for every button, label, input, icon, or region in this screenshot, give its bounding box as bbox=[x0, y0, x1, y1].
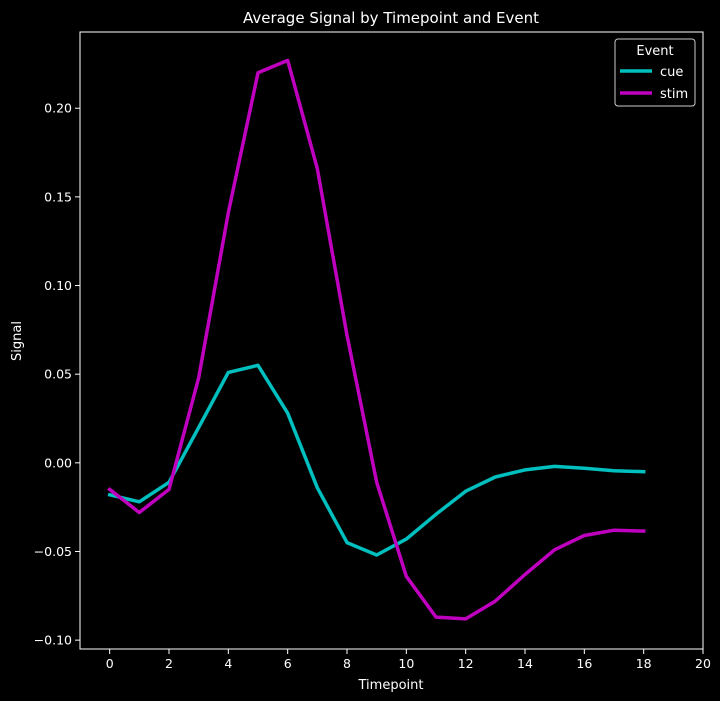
x-tick-label: 20 bbox=[695, 656, 711, 671]
legend-label-cue: cue bbox=[660, 65, 683, 80]
series-line-stim bbox=[107, 58, 646, 621]
x-tick-label: 14 bbox=[517, 656, 533, 671]
x-tick-label: 0 bbox=[106, 656, 114, 671]
chart-title: Average Signal by Timepoint and Event bbox=[243, 9, 539, 27]
y-tick-label: −0.05 bbox=[34, 544, 72, 559]
x-tick-label: 16 bbox=[576, 656, 592, 671]
y-tick-label: 0.20 bbox=[44, 101, 72, 116]
x-tick-label: 18 bbox=[636, 656, 652, 671]
y-tick-label: 0.00 bbox=[44, 455, 72, 470]
x-axis-ticks: 0 2 4 6 8 10 12 14 16 18 20 bbox=[106, 649, 711, 671]
series-lines bbox=[107, 58, 646, 621]
legend: Event cue stim bbox=[614, 38, 696, 107]
x-axis-label: Timepoint bbox=[358, 678, 424, 693]
x-tick-label: 2 bbox=[165, 656, 173, 671]
x-tick-label: 10 bbox=[398, 656, 414, 671]
legend-label-stim: stim bbox=[660, 87, 688, 102]
x-tick-label: 4 bbox=[224, 656, 232, 671]
x-tick-label: 6 bbox=[284, 656, 292, 671]
x-tick-label: 8 bbox=[343, 656, 351, 671]
y-tick-label: 0.05 bbox=[44, 367, 72, 382]
y-tick-label: 0.10 bbox=[44, 278, 72, 293]
legend-box bbox=[614, 38, 696, 107]
y-axis-label: Signal bbox=[10, 321, 25, 361]
y-tick-label: 0.15 bbox=[44, 189, 72, 204]
y-tick-label: −0.10 bbox=[34, 633, 72, 648]
legend-title: Event bbox=[636, 44, 673, 59]
x-tick-label: 12 bbox=[458, 656, 474, 671]
plot-area bbox=[79, 31, 704, 650]
series-line-cue bbox=[107, 363, 646, 557]
y-axis-ticks: −0.10 −0.05 0.00 0.05 0.10 0.15 0.20 bbox=[34, 101, 80, 648]
